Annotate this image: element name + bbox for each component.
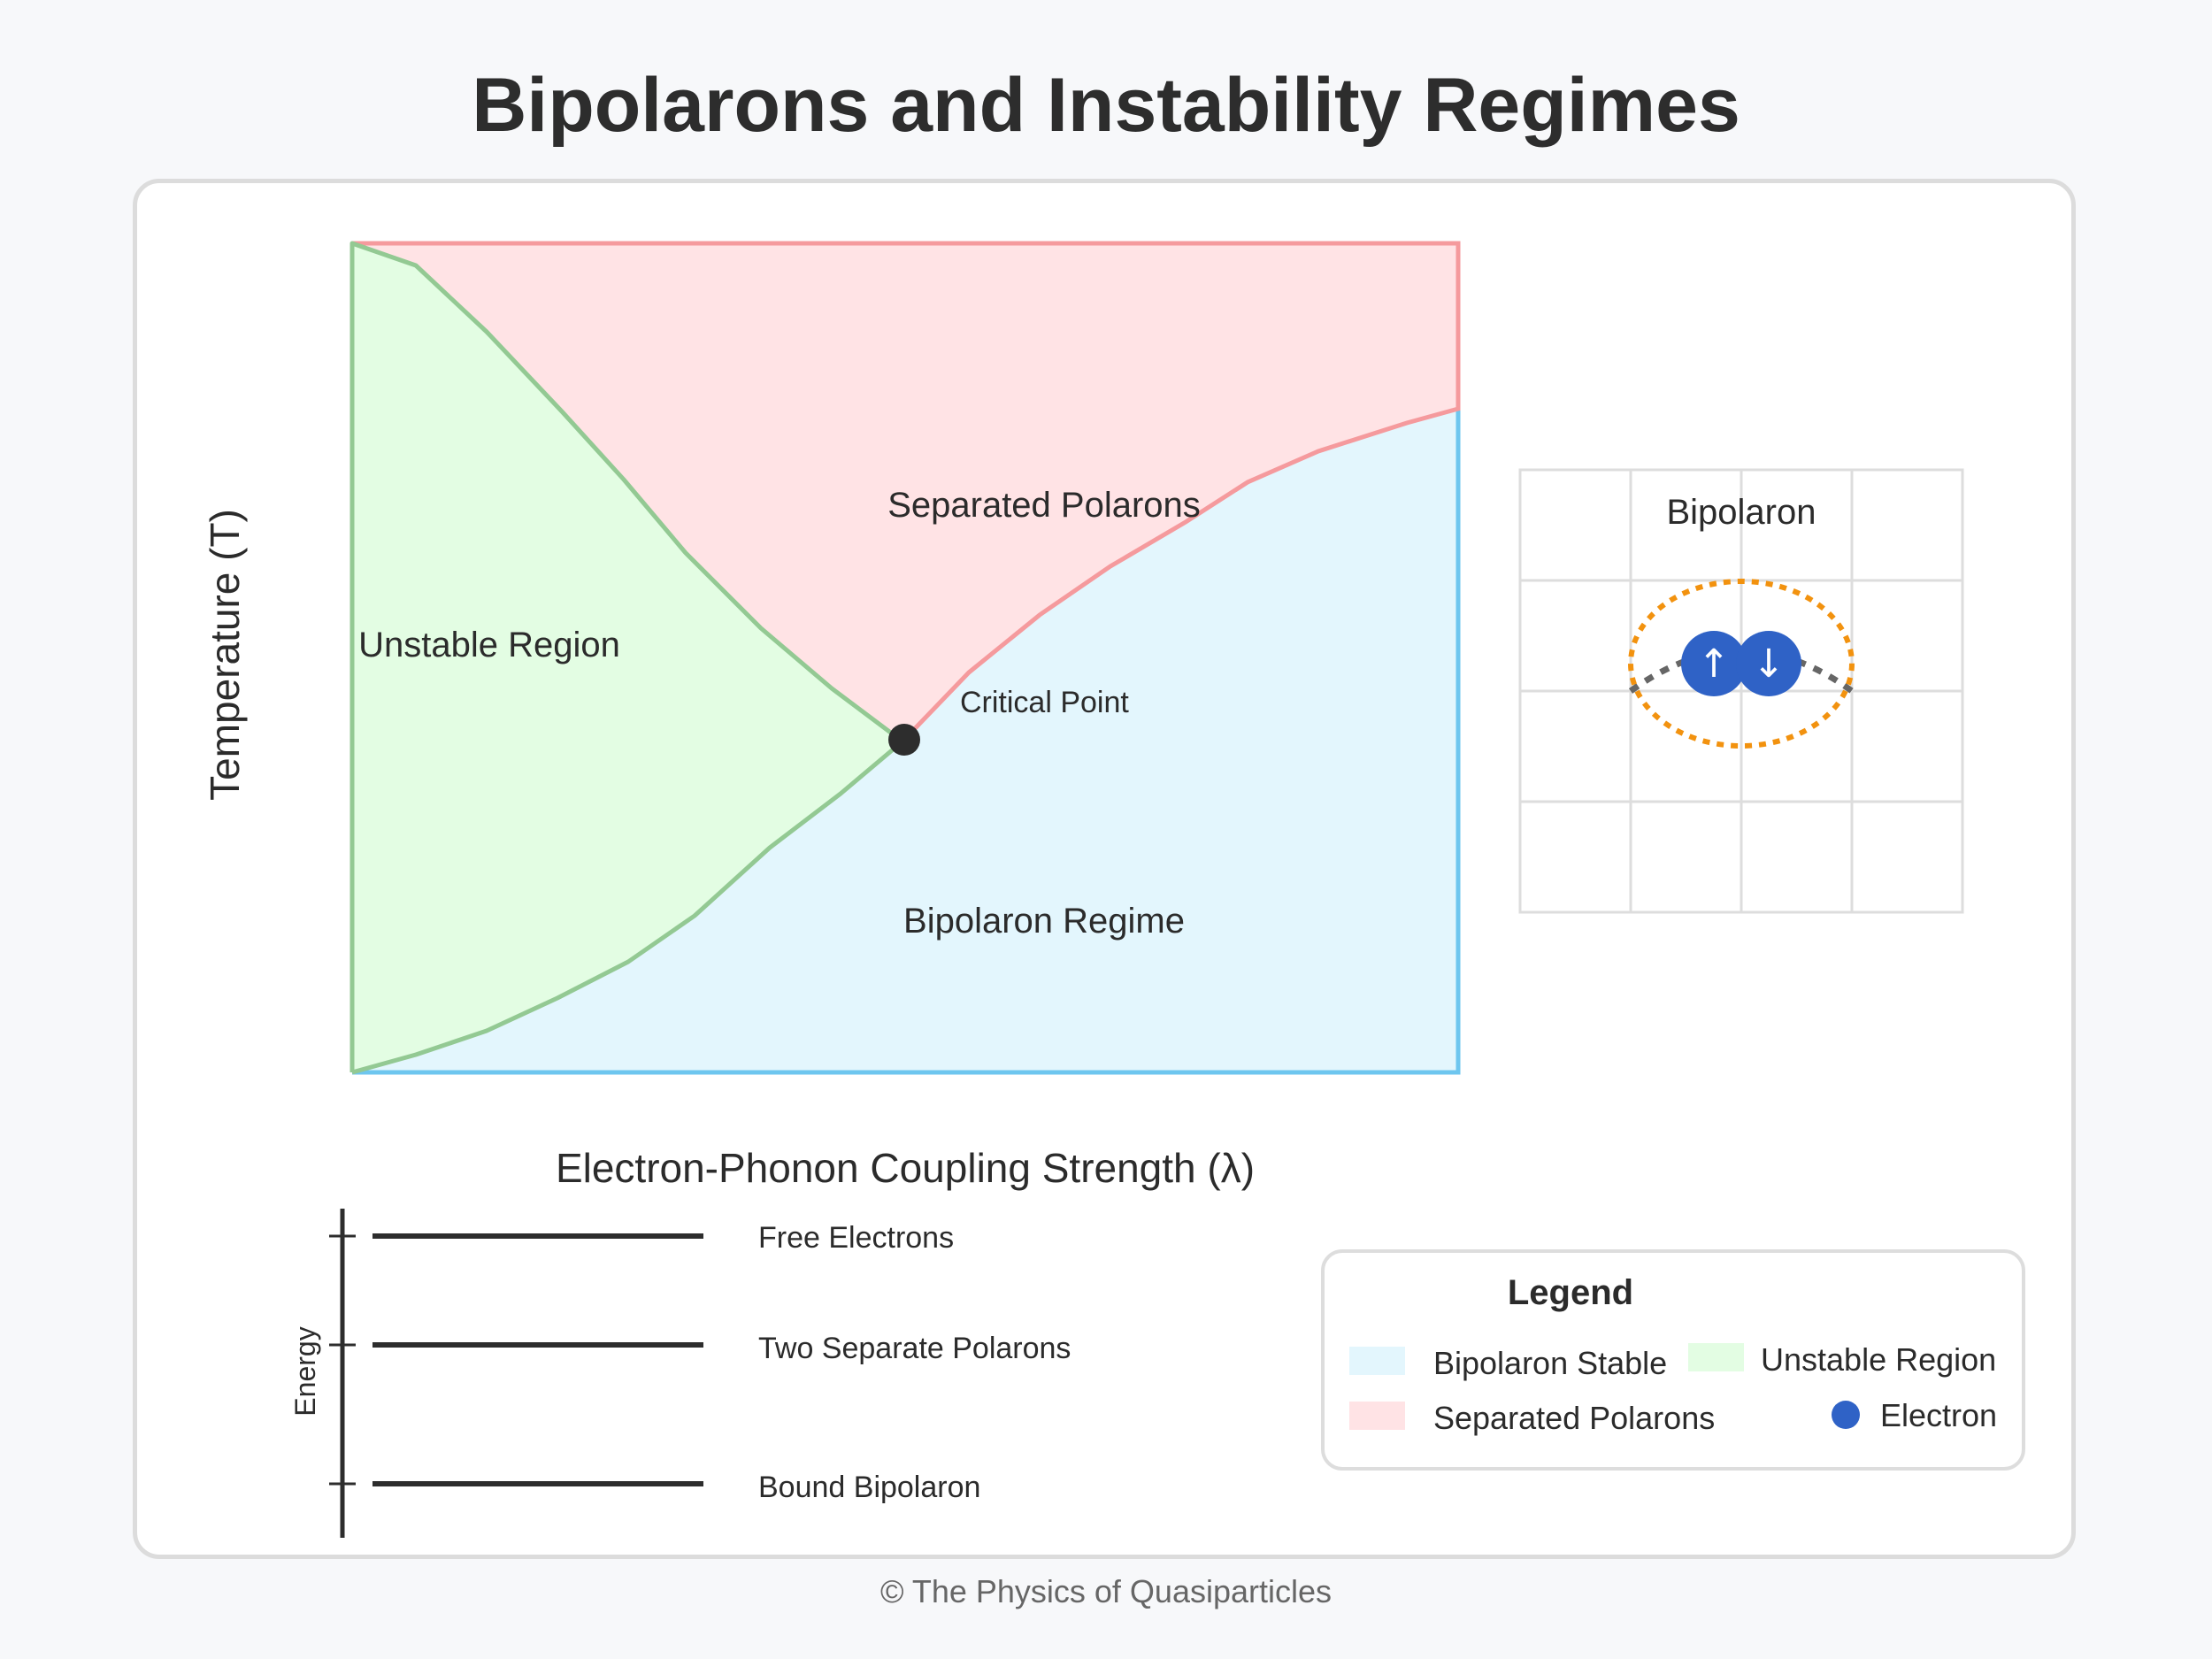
critical-point-label: Critical Point bbox=[960, 686, 1129, 719]
lattice-label: Bipolaron bbox=[1666, 493, 1816, 532]
energy-level: Two Separate Polarons bbox=[329, 1332, 1071, 1365]
legend-label: Electron bbox=[1880, 1397, 1997, 1433]
legend-title: Legend bbox=[1508, 1273, 1633, 1312]
spin-up-arrow: ↑ bbox=[1698, 641, 1731, 687]
legend-label: Separated Polarons bbox=[1433, 1400, 1715, 1436]
legend-item-bipolaron-stable: Bipolaron Stable bbox=[1349, 1345, 1667, 1381]
bipolaron-boundary-line bbox=[352, 409, 1461, 1075]
lattice-grid bbox=[1518, 468, 1964, 914]
x-axis-label: Electron-Phonon Coupling Strength (λ) bbox=[556, 1145, 1255, 1191]
page-title: Bipolarons and Instability Regimes bbox=[472, 63, 1740, 148]
legend: Legend Bipolaron Stable Unstable Region … bbox=[1321, 1249, 2025, 1471]
unstable-region-label: Unstable Region bbox=[358, 626, 620, 664]
lattice-inset: Bipolaron ↑ ↓ bbox=[1518, 468, 1964, 914]
footer-credit: © The Physics of Quasiparticles bbox=[879, 1573, 1333, 1609]
electron-icon bbox=[1832, 1401, 1860, 1429]
bipolaron-cloud bbox=[1628, 579, 1855, 749]
separated-polarons-label: Separated Polarons bbox=[887, 486, 1201, 525]
separated-boundary-line bbox=[352, 241, 1461, 743]
unstable-boundary-line bbox=[349, 241, 905, 1075]
electron-icon bbox=[1681, 631, 1747, 696]
bipolaron-regime-label: Bipolaron Regime bbox=[903, 902, 1185, 941]
electron-spin-up: ↑ bbox=[1681, 631, 1747, 696]
legend-item-electron: Electron bbox=[1832, 1397, 1997, 1433]
electron-icon bbox=[1736, 631, 1801, 696]
spin-down-arrow: ↓ bbox=[1753, 641, 1786, 687]
legend-swatch bbox=[1349, 1347, 1405, 1375]
legend-label: Bipolaron Stable bbox=[1433, 1345, 1667, 1381]
energy-level-diagram: Energy Free Electrons Two Separate Polar… bbox=[289, 1209, 1071, 1538]
phase-diagram: Separated Polarons Unstable Region Bipol… bbox=[202, 241, 1461, 1191]
energy-level-label: Free Electrons bbox=[758, 1221, 954, 1255]
energy-level-label: Bound Bipolaron bbox=[758, 1471, 980, 1504]
legend-swatch bbox=[1688, 1343, 1744, 1371]
legend-label: Unstable Region bbox=[1761, 1341, 1996, 1378]
unstable-region bbox=[352, 243, 902, 1072]
electron-spin-down: ↓ bbox=[1736, 631, 1801, 696]
energy-level-label: Two Separate Polarons bbox=[758, 1332, 1071, 1365]
legend-item-separated-polarons: Separated Polarons bbox=[1349, 1400, 1715, 1436]
energy-axis-label: Energy bbox=[289, 1326, 321, 1416]
y-axis-label: Temperature (T) bbox=[202, 509, 248, 801]
legend-item-unstable-region: Unstable Region bbox=[1688, 1341, 1996, 1378]
legend-swatch bbox=[1349, 1402, 1405, 1430]
separated-polarons-region bbox=[352, 243, 1458, 741]
energy-level: Free Electrons bbox=[329, 1221, 954, 1255]
critical-point-marker bbox=[888, 724, 920, 756]
energy-level: Bound Bipolaron bbox=[329, 1471, 980, 1504]
